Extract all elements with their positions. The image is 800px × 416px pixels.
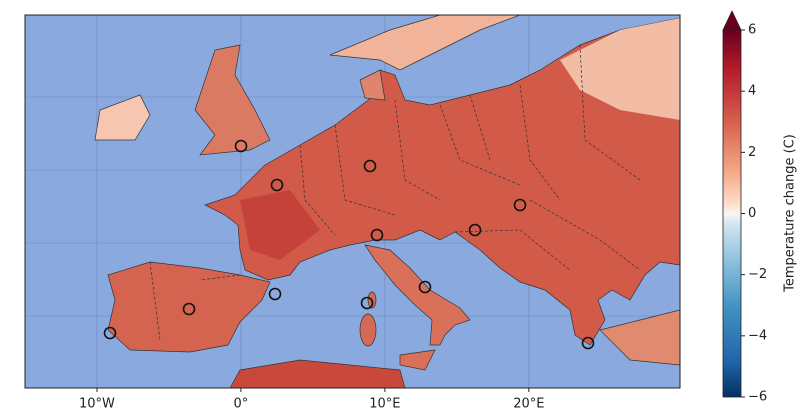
city-marker	[581, 336, 595, 350]
colorbar-tick-label: 6	[748, 23, 756, 38]
city-marker	[363, 159, 377, 173]
city-marker	[234, 139, 248, 153]
colorbar-tick-label: 2	[748, 145, 756, 160]
north-africa	[229, 359, 406, 388]
city-marker	[182, 302, 196, 316]
city-marker	[103, 326, 117, 340]
colorbar-tick-label: −4	[748, 328, 767, 343]
map-frame	[24, 14, 681, 389]
colorbar-tick-label: −2	[748, 267, 767, 282]
city-markers	[103, 139, 595, 350]
scandinavia	[329, 15, 521, 71]
x-tick-label: 20°E	[513, 397, 544, 412]
colorbar: Temperature change (C)	[722, 10, 798, 398]
italy	[364, 244, 471, 346]
colorbar-tick-label: −6	[748, 390, 767, 405]
colorbar-tick-label: 4	[748, 84, 756, 99]
city-marker	[513, 198, 527, 212]
warm-patch	[560, 18, 680, 120]
colorbar-tick-label: 0	[748, 206, 756, 221]
colorbar-extend	[722, 10, 742, 31]
land	[94, 15, 680, 388]
denmark	[359, 69, 386, 101]
x-tick-label: 10°W	[79, 397, 115, 412]
ireland	[94, 94, 151, 141]
city-marker	[418, 280, 432, 294]
turkey	[599, 309, 680, 366]
city-marker	[268, 287, 282, 301]
iberia	[107, 261, 271, 353]
city-marker	[270, 178, 284, 192]
city-marker	[360, 296, 374, 310]
borders	[149, 44, 641, 341]
hot-patch	[240, 190, 320, 260]
map-area	[25, 15, 680, 388]
continent	[204, 17, 680, 346]
city-marker	[468, 223, 482, 237]
sicily	[399, 349, 436, 371]
sardinia	[359, 313, 377, 347]
x-tick-label: 10°E	[369, 397, 400, 412]
britain	[194, 44, 271, 156]
x-tick-label: 0°	[234, 397, 249, 412]
colorbar-label: Temperature change (C)	[783, 134, 798, 293]
city-marker	[370, 228, 384, 242]
colorbar-scale	[722, 29, 742, 398]
